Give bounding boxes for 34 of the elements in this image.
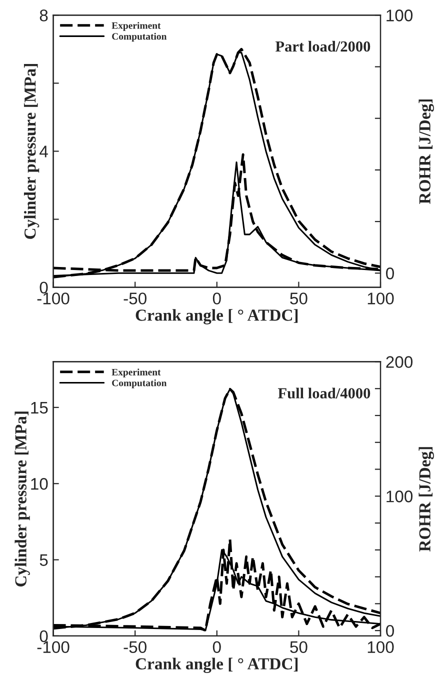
x-tick-label: 100: [368, 641, 394, 654]
x-tick-label: -100: [37, 641, 70, 654]
y2-tick-label: 0: [386, 268, 394, 280]
y-tick-label: 15: [31, 402, 48, 414]
x-tick-label: -50: [124, 292, 146, 304]
legend-label: Experiment: [112, 22, 161, 31]
annotation: Part load/2000: [275, 40, 370, 52]
y2-tick-label: 100: [386, 10, 413, 22]
legend-label: Experiment: [112, 368, 161, 378]
y-tick-label: 8: [40, 10, 48, 22]
x-tick-label: 0: [212, 641, 221, 654]
x-tick-label: -50: [124, 641, 146, 654]
x-tick-label: 0: [212, 292, 221, 304]
y-axis-title: Cylinder pressure [MPa]: [14, 412, 30, 586]
legend-label: Computation: [112, 379, 167, 388]
x-tick-label: -100: [37, 292, 70, 304]
y-tick-label: 0: [40, 630, 48, 642]
x-tick-label: 100: [368, 292, 394, 304]
x-axis-title: Crank angle [ ° ATDC]: [136, 658, 298, 673]
y2-tick-label: 0: [386, 624, 394, 637]
y2-tick-label: 100: [386, 490, 413, 502]
annotation: Full load/4000: [278, 388, 370, 398]
y-tick-label: 5: [40, 554, 48, 566]
legend-label: Computation: [112, 32, 167, 42]
y2-axis-title: ROHR [J/Deg]: [418, 447, 434, 552]
y-tick-label: 10: [31, 478, 48, 490]
y2-axis-title: ROHR [J/Deg]: [418, 99, 434, 204]
x-axis-title: Crank angle [ ° ATDC]: [136, 309, 298, 324]
x-tick-label: 50: [290, 641, 308, 654]
y-tick-label: 4: [40, 146, 48, 158]
y-axis-title: Cylinder pressure [MPa]: [24, 64, 40, 239]
x-tick-label: 50: [290, 292, 308, 304]
y-tick-label: 0: [40, 282, 48, 294]
y2-tick-label: 200: [386, 356, 413, 368]
